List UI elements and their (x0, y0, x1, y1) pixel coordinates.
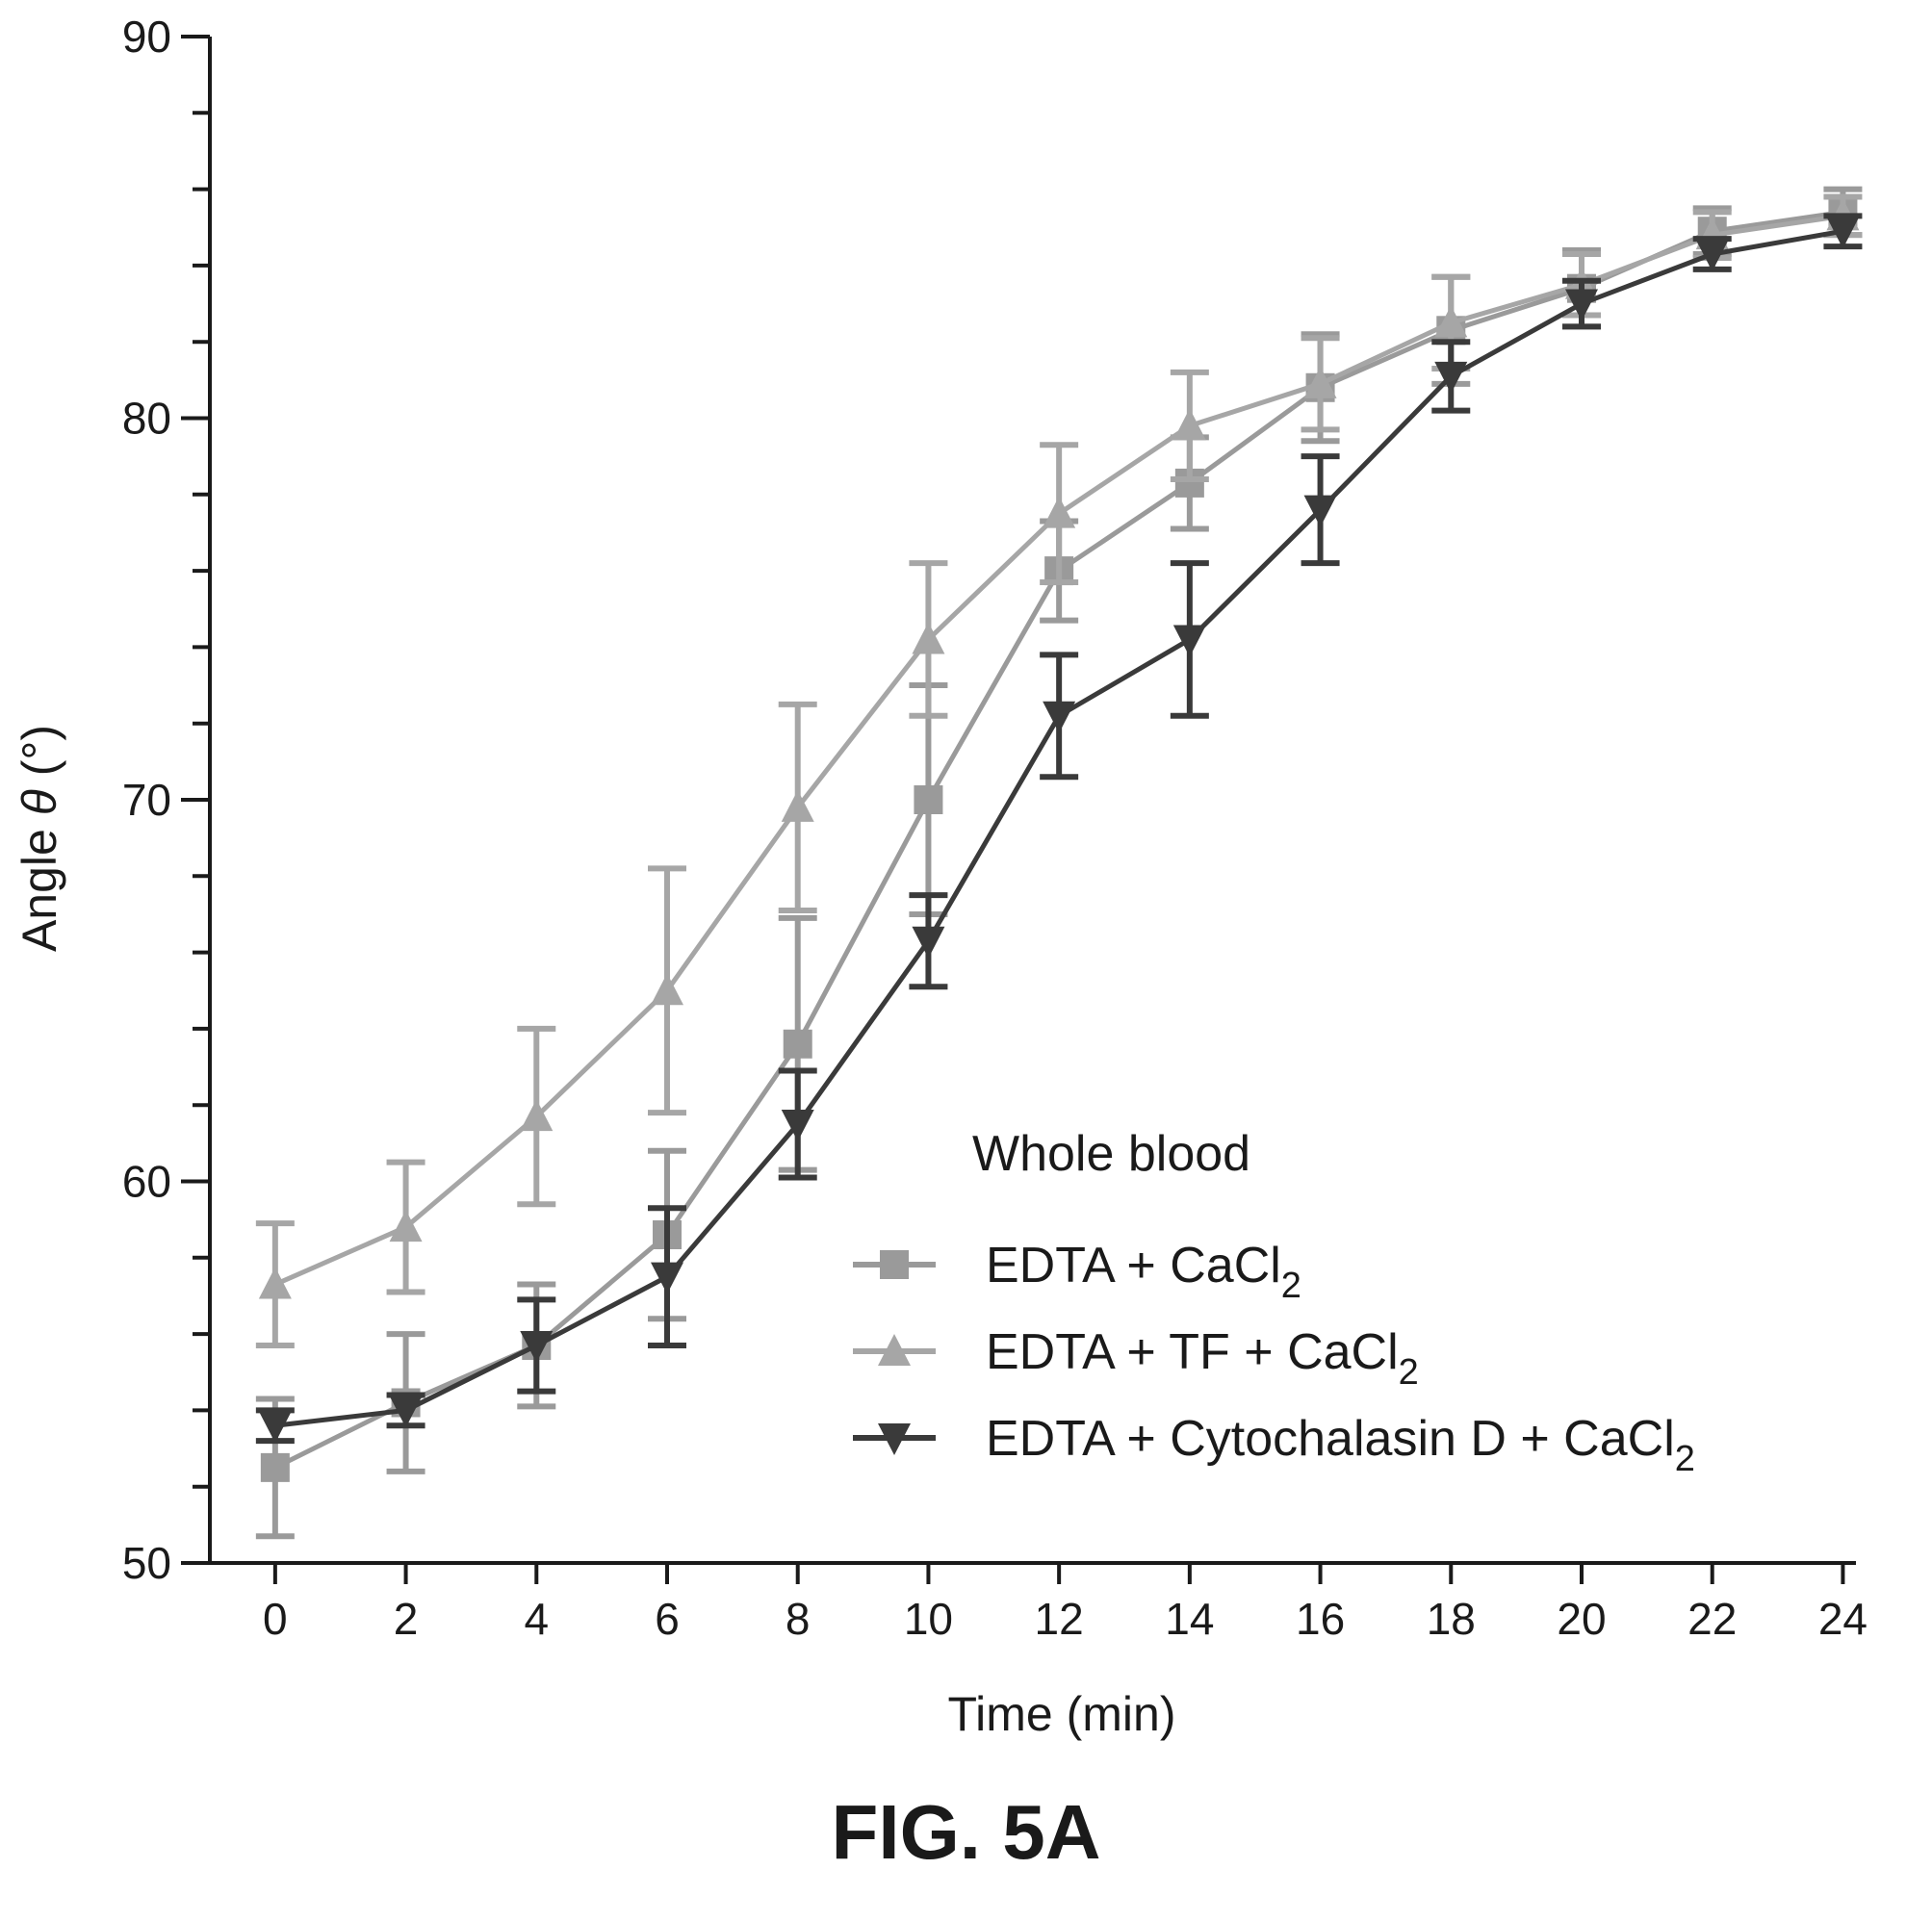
y-axis-ticks: 50 60 70 80 90 (122, 12, 210, 1588)
y-tick-label: 70 (122, 775, 171, 825)
data-point (258, 1267, 292, 1299)
y-tick-label: 50 (122, 1538, 171, 1588)
y-axis-title: Angle θ (°) (13, 725, 66, 952)
data-point (912, 926, 945, 959)
legend-entry: EDTA + CaCl2 (853, 1238, 1301, 1306)
x-tick-label: 0 (263, 1594, 288, 1644)
data-point (781, 789, 814, 822)
data-point (914, 785, 943, 814)
data-point (651, 973, 683, 1006)
data-point (520, 1099, 554, 1132)
data-point (1565, 289, 1598, 321)
data-point (1043, 701, 1076, 733)
data-point (260, 1452, 290, 1482)
y-tick-label: 90 (122, 12, 171, 62)
x-axis-ticks: 0 2 4 6 8 10 12 14 16 18 20 22 24 (263, 1563, 1868, 1644)
legend-entries: EDTA + CaCl2 EDTA + TF + CaCl2 EDTA + Cyto… (853, 1238, 1695, 1479)
data-point (1172, 408, 1206, 441)
data-point (912, 622, 945, 654)
legend-marker (878, 1423, 911, 1455)
data-point (1172, 625, 1206, 657)
x-tick-label: 2 (394, 1594, 419, 1644)
data-point (781, 1110, 814, 1142)
legend-title: Whole blood (972, 1126, 1250, 1182)
data-point (520, 1330, 554, 1363)
x-axis-title: Time (min) (947, 1687, 1175, 1741)
y-axis-title-suffix: (°) (13, 725, 66, 789)
x-tick-label: 8 (786, 1594, 811, 1644)
legend-label: EDTA + Cytochalasin D + CaCl2 (986, 1411, 1695, 1479)
data-point (389, 1210, 423, 1242)
data-point (783, 1029, 812, 1059)
legend-entry: EDTA + Cytochalasin D + CaCl2 (853, 1411, 1695, 1479)
legend-marker (878, 1334, 911, 1366)
data-point (1434, 361, 1468, 394)
legend-label: EDTA + CaCl2 (986, 1238, 1301, 1306)
x-tick-label: 10 (904, 1594, 953, 1644)
y-tick-label: 60 (122, 1157, 171, 1207)
legend-entry: EDTA + TF + CaCl2 (853, 1324, 1419, 1393)
x-tick-label: 12 (1035, 1594, 1084, 1644)
data-point (1043, 496, 1076, 528)
data-point (1826, 217, 1860, 249)
data-point (389, 1396, 423, 1428)
series-layer (255, 186, 1863, 1540)
x-tick-label: 18 (1427, 1594, 1476, 1644)
series-3 (255, 213, 1863, 1445)
x-tick-label: 24 (1818, 1594, 1868, 1644)
x-tick-label: 20 (1557, 1594, 1606, 1644)
legend: Whole blood EDTA + CaCl2 EDTA + TF + CaCl… (853, 1126, 1695, 1479)
data-point (651, 1262, 683, 1294)
y-tick-label: 80 (122, 394, 171, 444)
x-tick-label: 4 (524, 1594, 549, 1644)
data-point (1695, 240, 1729, 272)
data-point (1434, 305, 1468, 338)
y-axis-title-symbol: θ (13, 789, 66, 815)
y-axis-title-prefix: Angle (13, 815, 66, 952)
x-tick-label: 16 (1296, 1594, 1345, 1644)
x-tick-label: 22 (1687, 1594, 1737, 1644)
data-point (1303, 366, 1337, 398)
x-tick-label: 6 (655, 1594, 680, 1644)
legend-marker (880, 1250, 909, 1279)
legend-label: EDTA + TF + CaCl2 (986, 1324, 1419, 1393)
x-tick-label: 14 (1165, 1594, 1214, 1644)
figure-label: FIG. 5A (831, 1789, 1101, 1875)
data-point (258, 1411, 292, 1444)
data-point (1303, 495, 1337, 527)
